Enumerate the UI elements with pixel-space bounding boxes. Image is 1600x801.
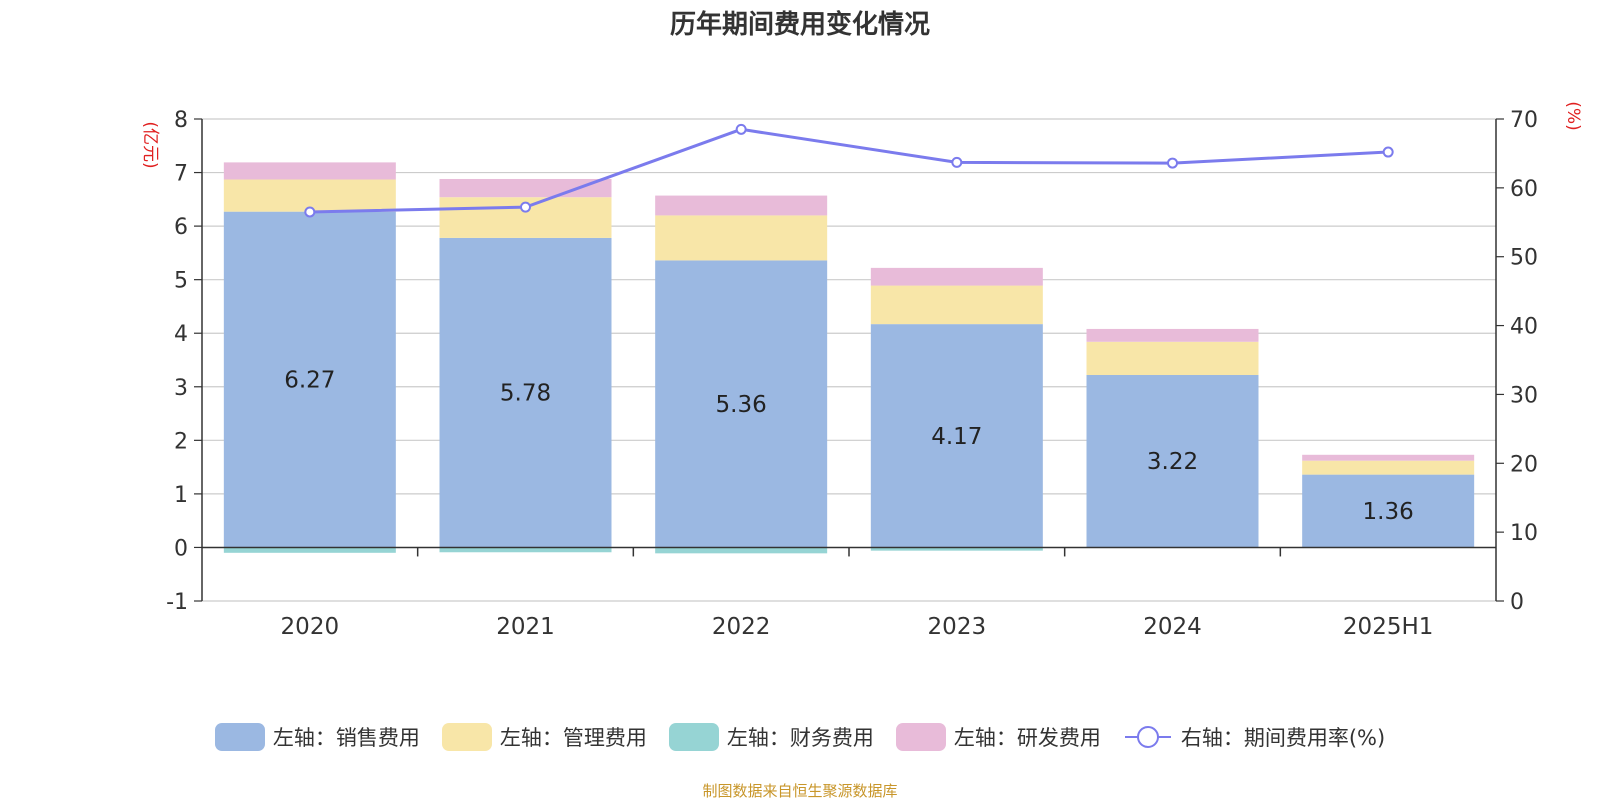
data-label: 5.78 — [500, 381, 551, 407]
bar-segment — [439, 547, 612, 553]
rate-point — [951, 156, 963, 168]
data-label: 3.22 — [1147, 449, 1198, 475]
bar-segment — [655, 215, 828, 261]
category-label: 2021 — [496, 614, 555, 640]
bar-segment — [870, 267, 1043, 286]
rate-point — [304, 206, 316, 218]
bar-segment — [439, 178, 612, 198]
left-tick-label: 2 — [174, 429, 188, 454]
left-tick-label: 4 — [174, 322, 188, 347]
right-tick-label: 70 — [1510, 108, 1538, 133]
left-tick-label: 0 — [174, 536, 188, 561]
bar-segment — [439, 237, 612, 548]
legend-swatch-sales — [214, 723, 265, 751]
legend-label-admin: 左轴：管理费用 — [499, 726, 647, 750]
right-tick-label: 30 — [1510, 383, 1538, 408]
legend-swatch-finance — [668, 723, 719, 751]
legend-label-rnd: 左轴：研发费用 — [953, 726, 1101, 750]
left-tick-label: 5 — [174, 269, 188, 294]
left-tick-label: 8 — [174, 108, 188, 133]
legend-swatch-rnd — [895, 723, 946, 751]
rate-point — [1382, 146, 1394, 158]
left-tick-label: 6 — [174, 215, 188, 240]
legend-item-rnd[interactable]: 左轴：研发费用 — [895, 722, 1101, 752]
left-tick-label: 1 — [174, 483, 188, 508]
bar-segment — [655, 547, 828, 554]
left-tick-label: -1 — [166, 590, 188, 615]
rate-line — [309, 127, 1389, 214]
bar-segment — [655, 260, 828, 548]
legend-swatch-admin — [441, 723, 492, 751]
data-label: 5.36 — [716, 392, 767, 418]
category-label: 2024 — [1143, 614, 1202, 640]
category-label: 2020 — [281, 614, 340, 640]
data-label: 6.27 — [284, 368, 335, 394]
legend-item-rate[interactable]: 右轴：期间费用率(%) — [1123, 722, 1385, 752]
rate-point — [735, 123, 747, 135]
bar-segment — [1086, 374, 1259, 548]
bar-segment — [655, 195, 828, 216]
bar-segment — [1302, 454, 1475, 461]
right-tick-label: 0 — [1510, 590, 1524, 615]
right-tick-label: 60 — [1510, 177, 1538, 202]
bar-segment — [223, 547, 396, 553]
bar-segment — [870, 324, 1043, 548]
right-tick-label: 40 — [1510, 315, 1538, 340]
source-note: 制图数据来自恒生聚源数据库 — [702, 782, 898, 800]
legend-label-rate: 右轴：期间费用率(%) — [1180, 726, 1386, 750]
legend-swatch-rate — [1124, 726, 1171, 748]
chart-title: 历年期间费用变化情况 — [669, 10, 930, 40]
legend-item-admin[interactable]: 左轴：管理费用 — [441, 722, 647, 752]
data-label: 1.36 — [1363, 499, 1414, 525]
chart-legend: 左轴：销售费用 左轴：管理费用 左轴：财务费用 左轴：研发费用 右轴：期间费用率… — [0, 722, 1600, 752]
right-tick-label: 20 — [1510, 452, 1538, 477]
bar-segment — [223, 179, 396, 212]
bar-segment — [870, 547, 1043, 551]
left-tick-label: 7 — [174, 162, 188, 187]
category-label: 2023 — [928, 614, 987, 640]
bar-segment — [1302, 460, 1475, 475]
bar-segment — [223, 211, 396, 548]
bar-segment — [1086, 328, 1259, 342]
right-tick-label: 10 — [1510, 521, 1538, 546]
bar-segment — [223, 162, 396, 180]
left-axis-label: (亿元) — [140, 121, 160, 168]
legend-label-finance: 左轴：财务费用 — [726, 726, 874, 750]
right-tick-label: 50 — [1510, 246, 1538, 271]
bar-segment — [1086, 341, 1259, 375]
data-label: 4.17 — [931, 424, 982, 450]
bar-segment — [870, 285, 1043, 325]
left-tick-label: 3 — [174, 376, 188, 401]
rate-point — [520, 201, 531, 213]
legend-item-finance[interactable]: 左轴：财务费用 — [668, 722, 874, 752]
category-label: 2022 — [712, 614, 771, 640]
category-label: 2025H1 — [1343, 614, 1433, 640]
rate-point — [1167, 157, 1178, 169]
legend-label-sales: 左轴：销售费用 — [272, 726, 420, 750]
right-axis-label: (%) — [1563, 101, 1583, 130]
bar-segment — [1302, 474, 1475, 548]
legend-item-sales[interactable]: 左轴：销售费用 — [214, 722, 420, 752]
